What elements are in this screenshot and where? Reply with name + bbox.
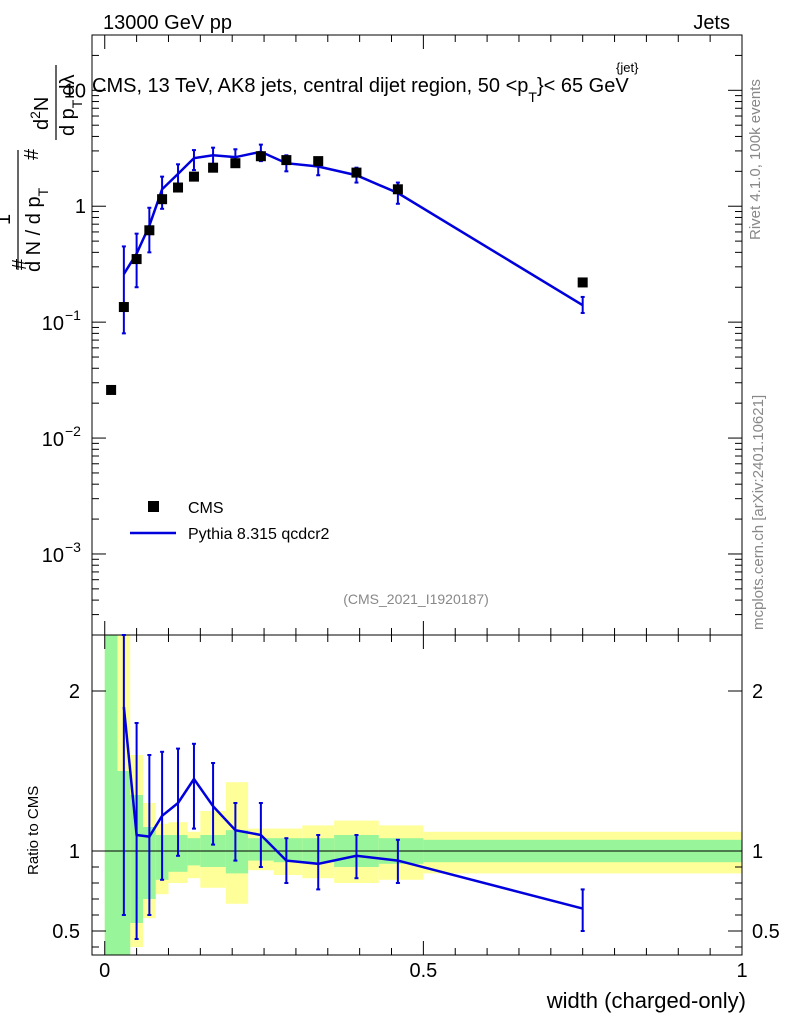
main-panel-marks bbox=[106, 143, 588, 395]
ratio-band-inner bbox=[187, 838, 201, 866]
ratio-y-tick-label: 2 bbox=[69, 681, 80, 703]
legend-label-cms: CMS bbox=[188, 500, 224, 517]
cms-data-point bbox=[577, 277, 588, 288]
y-tick-label: 10 bbox=[42, 429, 64, 451]
ratio-y-axis-title: Ratio to CMS bbox=[25, 786, 42, 875]
x-tick-label: 0.5 bbox=[409, 960, 437, 982]
svg-text:1: 1 bbox=[0, 214, 15, 225]
cms-data-point bbox=[144, 225, 155, 236]
header-category: Jets bbox=[693, 12, 730, 34]
ratio-band-inner bbox=[104, 635, 118, 955]
ylabel-hash-2: # bbox=[21, 148, 43, 160]
ylabel-dpt2-sub: T bbox=[69, 99, 85, 108]
plot-title-end: }< 65 GeV bbox=[537, 75, 629, 97]
cms-data-point bbox=[131, 254, 142, 265]
cms-data-point bbox=[157, 194, 168, 205]
plot-title-main: CMS, 13 TeV, AK8 jets, central dijet reg… bbox=[92, 75, 528, 97]
ratio-band-inner bbox=[225, 830, 249, 874]
mcplots-label: mcplots.cern.ch [arXiv:2401.10621] bbox=[750, 395, 767, 630]
cms-data-point bbox=[106, 384, 117, 395]
ratio-y-tick-label-right: 0.5 bbox=[752, 921, 780, 943]
ylabel-one: 1 bbox=[0, 214, 15, 225]
y-tick-exponent: −1 bbox=[65, 307, 81, 323]
cms-data-point bbox=[255, 151, 266, 162]
legend-marker-cms bbox=[148, 501, 159, 512]
plot-title: CMS, 13 TeV, AK8 jets, central dijet reg… bbox=[92, 75, 629, 105]
ylabel-dn-dpt-sub: T bbox=[35, 187, 51, 196]
cms-data-point bbox=[230, 158, 241, 169]
legend-label-mc: Pythia 8.315 qcdcr2 bbox=[188, 526, 330, 543]
ratio-panel-marks bbox=[121, 634, 585, 940]
plot-title-sub: T bbox=[528, 89, 537, 105]
header-energy: 13000 GeV pp bbox=[103, 12, 232, 34]
legend: CMS Pythia 8.315 qcdcr2 bbox=[130, 500, 330, 543]
ratio-band-inner bbox=[273, 838, 303, 863]
cms-data-point bbox=[281, 155, 292, 166]
y-tick-label: 10 bbox=[42, 545, 64, 567]
rivet-version-label: Rivet 4.1.0, 100k events bbox=[747, 79, 764, 240]
ratio-y-tick-label: 0.5 bbox=[52, 921, 80, 943]
ratio-uncertainty-bands bbox=[104, 635, 742, 955]
plot-title-sup: {jet} bbox=[616, 60, 639, 75]
ratio-y-tick-label: 1 bbox=[69, 841, 80, 863]
mc-series-line bbox=[122, 150, 584, 307]
x-tick-label: 1 bbox=[736, 960, 747, 982]
ratio-y-tick-label-right: 2 bbox=[752, 681, 763, 703]
cms-data-point bbox=[208, 162, 219, 173]
y-tick-exponent: −3 bbox=[65, 539, 81, 555]
ylabel-dlambda: dλ bbox=[57, 75, 79, 96]
svg-text:#: # bbox=[9, 258, 31, 270]
analysis-id-label: (CMS_2021_I1920187) bbox=[343, 591, 489, 607]
cms-data-point bbox=[118, 302, 129, 313]
ratio-series-line bbox=[122, 706, 584, 910]
ylabel-n: N bbox=[31, 97, 53, 111]
cms-data-point bbox=[351, 167, 362, 178]
ylabel-dn-dpt: d N / d p bbox=[23, 196, 45, 272]
svg-text:d N / d pT: d N / d pT bbox=[23, 187, 51, 272]
cms-data-point bbox=[313, 156, 324, 167]
y-tick-label: 10 bbox=[42, 313, 64, 335]
svg-text:#: # bbox=[21, 148, 43, 160]
y-tick-label: 10 bbox=[64, 80, 86, 102]
ratio-panel-axes: 0.5 0.51 12 20 0.5 1 bbox=[52, 634, 780, 982]
cms-data-point bbox=[392, 184, 403, 195]
svg-text:d2N: d2N bbox=[27, 97, 53, 130]
cms-data-point bbox=[188, 171, 199, 182]
cms-data-point bbox=[173, 182, 184, 193]
ylabel-two: 2 bbox=[27, 111, 43, 119]
y-tick-label: 1 bbox=[75, 196, 86, 218]
ylabel-d: d bbox=[31, 119, 53, 130]
ylabel-dpt2: d p bbox=[57, 108, 79, 136]
x-axis-title: width (charged-only) bbox=[546, 988, 746, 1013]
svg-text:d pTdλ: d pTdλ bbox=[57, 75, 85, 137]
ratio-frame bbox=[91, 634, 743, 956]
y-tick-exponent: −2 bbox=[65, 423, 81, 439]
x-tick-label: 0 bbox=[99, 960, 110, 982]
main-frame bbox=[91, 34, 743, 636]
main-y-axis-title: # 1 d N / d pT # d2N d pTdλ bbox=[0, 65, 85, 272]
ratio-y-tick-label-right: 1 bbox=[752, 841, 763, 863]
ylabel-hash: # bbox=[9, 258, 31, 270]
